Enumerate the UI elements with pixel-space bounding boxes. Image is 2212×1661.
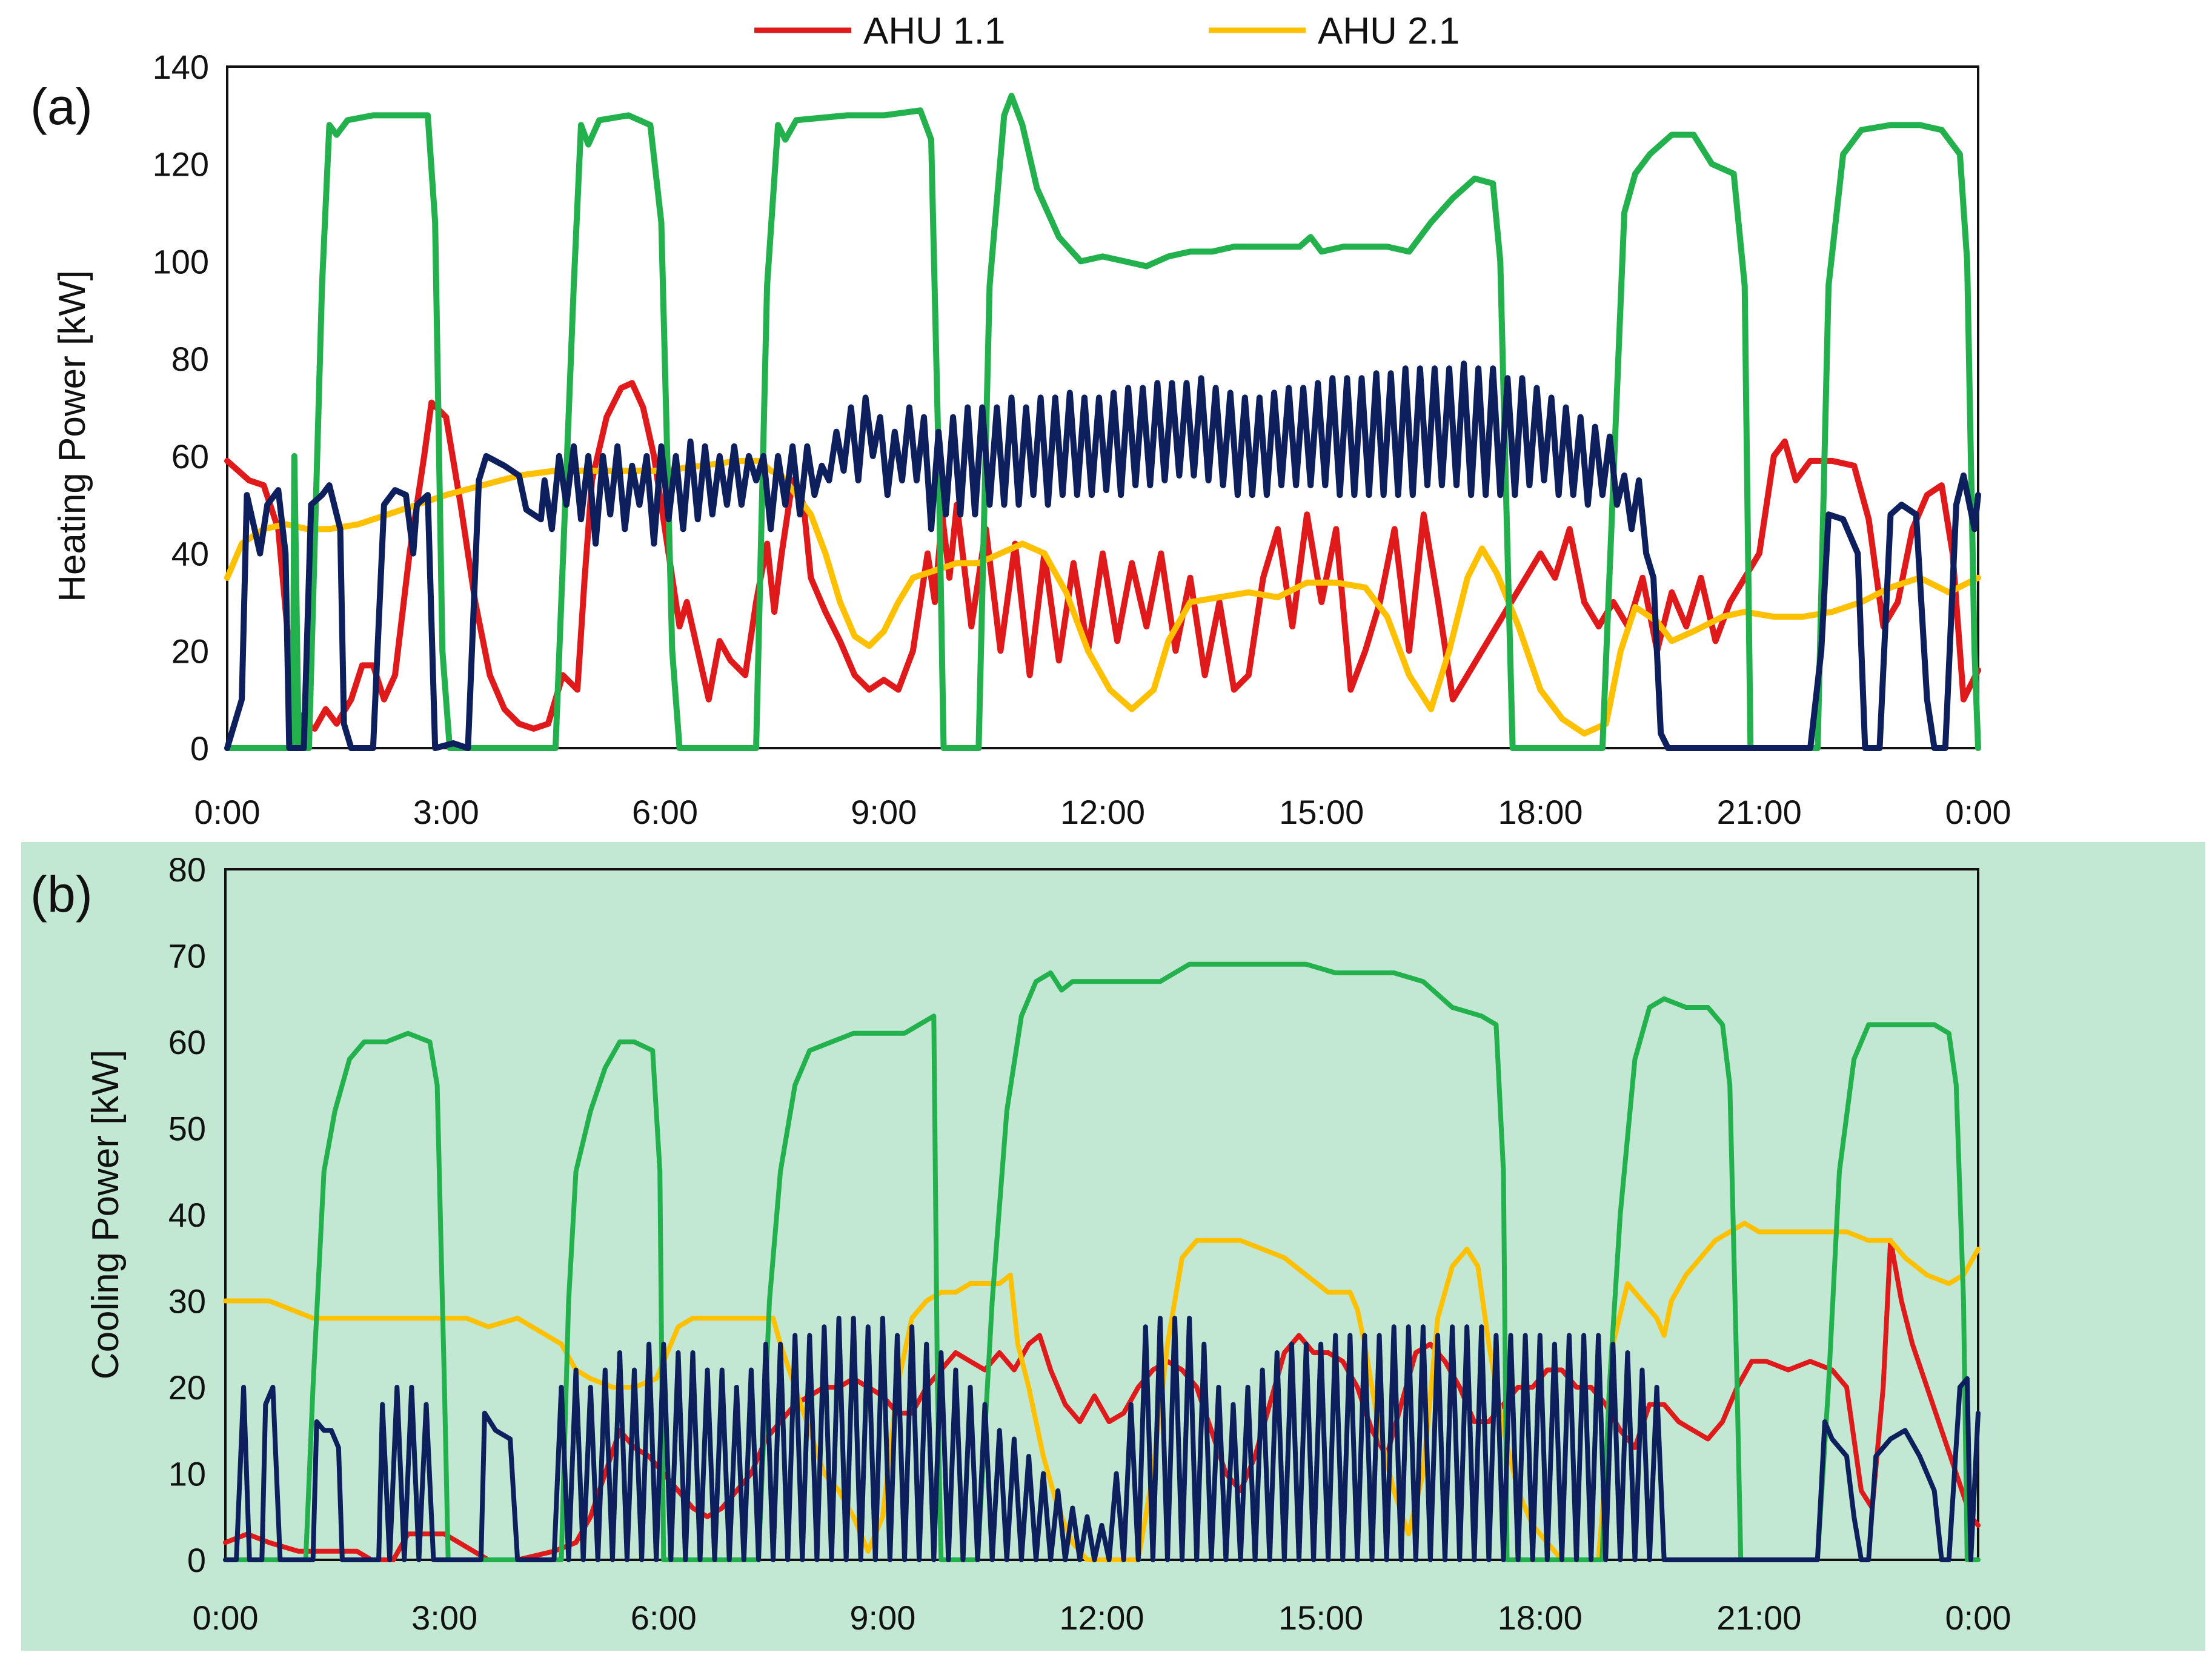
panel-a-series-navy <box>224 360 1981 751</box>
panel-a-x-tick-label: 15:00 <box>1279 793 1364 831</box>
panel-b-y-tick-label: 20 <box>168 1368 206 1407</box>
panel-b-x-tick-label: 12:00 <box>1059 1599 1144 1637</box>
legend: AHU 1.1 AHU 2.1 <box>754 10 1460 52</box>
panel-b-cooling-chart: (b) Cooling Power [kW] 0 10 20 30 40 50 60 70 80… <box>21 842 2205 1651</box>
panel-a-y-tick-label: 60 <box>171 437 209 476</box>
panel-a-x-tick-label: 21:00 <box>1717 793 1802 831</box>
panel-b-x-tick-label: 3:00 <box>411 1599 477 1637</box>
panel-a-series-ahu-2-1 <box>224 457 1981 737</box>
panel-a-ylabel: Heating Power [kW] <box>51 270 93 602</box>
panel-a-x-tick-label: 0:00 <box>194 793 261 831</box>
panel-b-y-tick-label: 10 <box>168 1455 206 1493</box>
panel-b-x-tick-label: 6:00 <box>631 1599 697 1637</box>
legend-label-ahu-2-1: AHU 2.1 <box>1318 10 1460 52</box>
panel-b-y-tick-label: 30 <box>168 1282 206 1321</box>
panel-a-x-tick-label: 18:00 <box>1498 793 1583 831</box>
panel-b-y-tick-label: 50 <box>168 1110 206 1148</box>
panel-a-y-tick-label: 40 <box>171 535 209 573</box>
panel-b-ylabel: Cooling Power [kW] <box>85 1050 127 1379</box>
panel-a-series-green <box>224 93 1981 751</box>
panel-b-series-navy <box>223 1316 1981 1562</box>
legend-label-ahu-1-1: AHU 1.1 <box>863 10 1005 52</box>
panel-a-y-tick-label: 20 <box>171 632 209 670</box>
panel-a-label: (a) <box>30 78 93 135</box>
panel-b-x-tick-label: 0:00 <box>1945 1599 2011 1637</box>
panel-a-heating-chart: (a) Heating Power [kW] 0 20 40 60 80 100 120 14… <box>30 48 2011 831</box>
panel-a-y-tick-label: 140 <box>153 48 209 86</box>
panel-a-x-tick-label: 3:00 <box>413 793 479 831</box>
panel-a-y-tick-label: 100 <box>153 242 209 280</box>
panel-b-x-tick-label: 21:00 <box>1716 1599 1801 1637</box>
panel-b-series-green <box>223 961 1981 1562</box>
panel-a-x-tick-label: 9:00 <box>851 793 917 831</box>
panel-b-x-tick-label: 15:00 <box>1278 1599 1363 1637</box>
panel-b-y-tick-label: 40 <box>168 1196 206 1234</box>
panel-b-y-tick-label: 60 <box>168 1023 206 1061</box>
panel-b-y-tick-label: 70 <box>168 937 206 975</box>
panel-a-x-tick-label: 0:00 <box>1945 793 2011 831</box>
panel-a-y-tick-label: 0 <box>190 729 209 768</box>
panel-a-y-tick-label: 120 <box>153 145 209 184</box>
panel-b-x-tick-label: 18:00 <box>1498 1599 1583 1637</box>
panel-b-label: (b) <box>30 866 93 923</box>
panel-a-x-tick-label: 6:00 <box>632 793 698 831</box>
panel-a-y-tick-label: 80 <box>171 340 209 378</box>
panel-b-y-tick-label: 80 <box>168 850 206 889</box>
panel-a-x-tick-label: 12:00 <box>1060 793 1145 831</box>
panel-b-y-tick-label: 0 <box>187 1541 206 1579</box>
panel-b-x-tick-label: 0:00 <box>193 1599 259 1637</box>
panel-b-x-tick-label: 9:00 <box>849 1599 915 1637</box>
